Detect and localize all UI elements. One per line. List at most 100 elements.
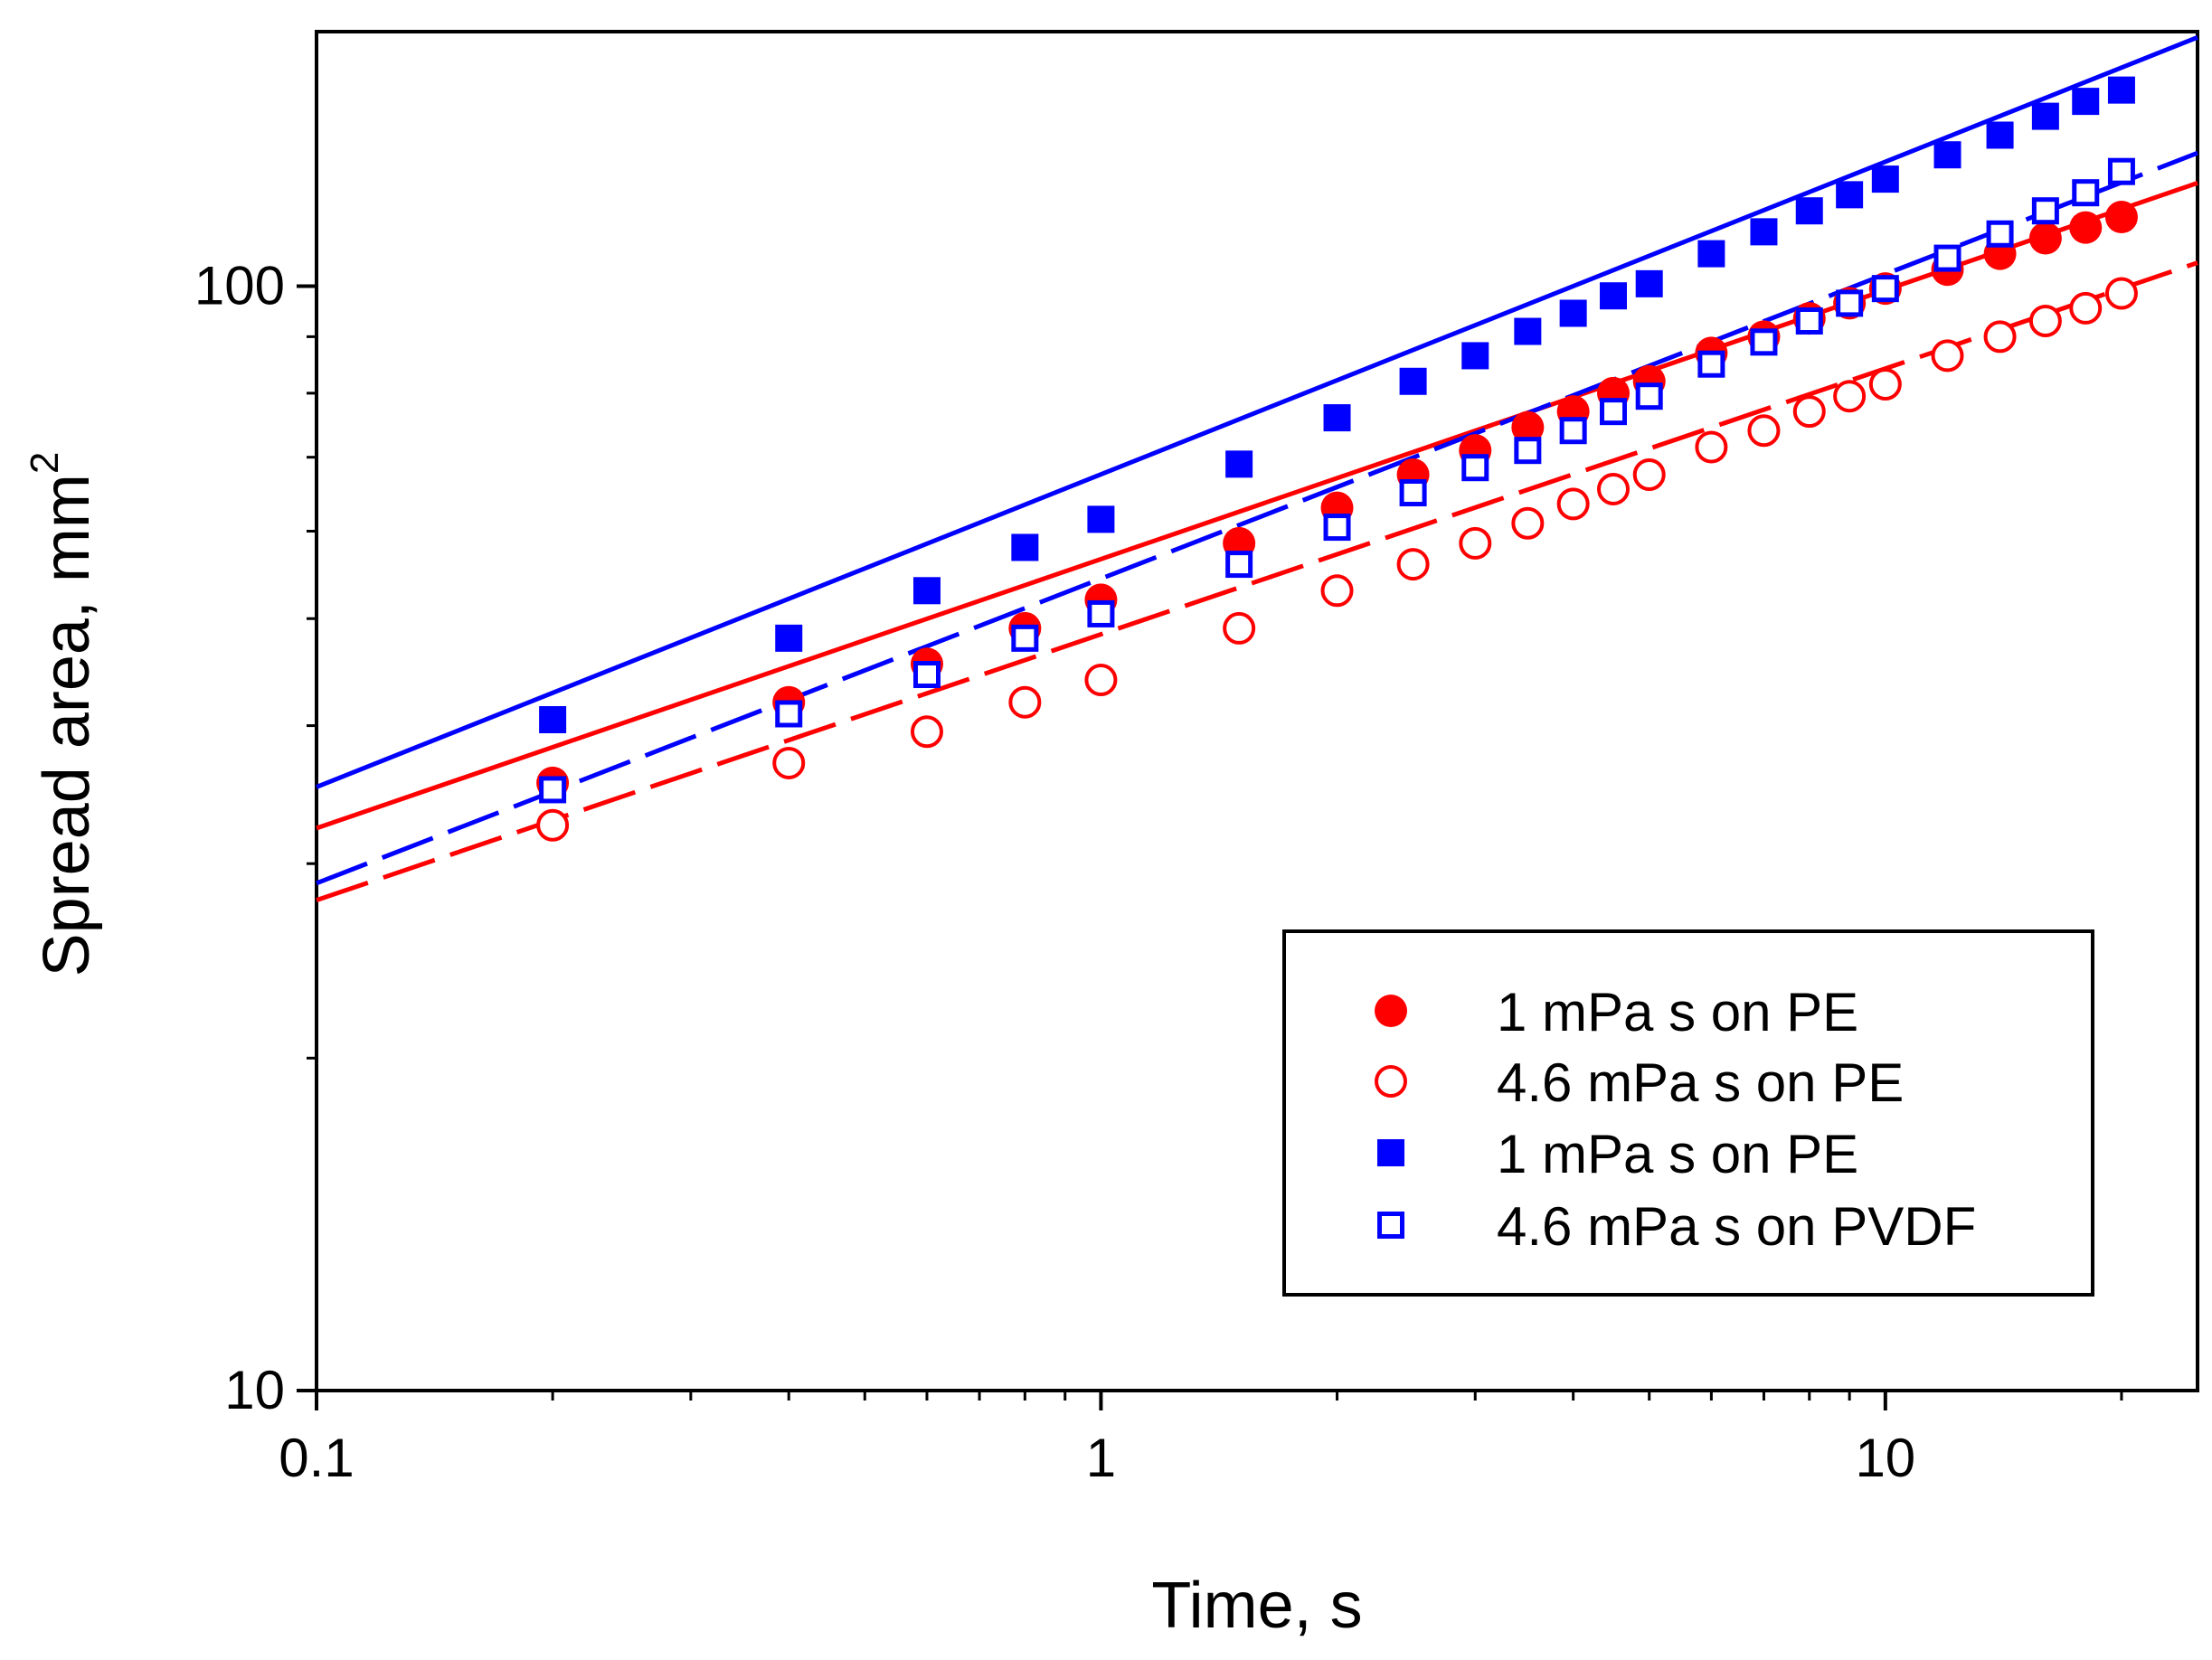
data-point-series-2: [1983, 320, 2017, 354]
fit-line-series-4: [316, 150, 2198, 886]
y-axis-label-text: Spread area, mm: [31, 474, 103, 976]
data-point-series-3: [1559, 299, 1587, 327]
data-point-series-3: [1011, 533, 1039, 561]
data-point-series-1: [2104, 201, 2138, 234]
data-point-series-2: [1396, 548, 1430, 581]
data-point-series-2: [910, 715, 943, 749]
data-point-series-2: [2104, 277, 2138, 310]
legend-marker: [1375, 1065, 1407, 1098]
data-point-series-3: [1750, 218, 1778, 246]
data-point-series-4: [1011, 624, 1039, 652]
legend-label: 1 mPa s on PE: [1497, 1124, 1858, 1184]
x-tick-label: 1: [1086, 1428, 1116, 1488]
fit-line-series-2: [316, 260, 2198, 902]
data-point-series-3: [2107, 76, 2135, 104]
data-point-series-3: [1514, 317, 1542, 345]
data-point-series-3: [1225, 450, 1253, 478]
data-point-series-2: [1459, 526, 1492, 560]
data-point-series-4: [1933, 244, 1961, 272]
data-point-series-2: [1695, 430, 1728, 464]
data-point-series-3: [775, 624, 803, 652]
data-point-series-3: [1933, 141, 1961, 169]
data-point-series-4: [1600, 398, 1628, 426]
data-point-series-4: [1323, 514, 1351, 542]
data-point-series-3: [1087, 505, 1115, 533]
data-point-series-2: [1833, 380, 1867, 413]
data-point-series-2: [1792, 395, 1826, 429]
y-axis-label: Spread area, mm2: [23, 452, 103, 977]
legend-label: 4.6 mPa s on PVDF: [1497, 1196, 1976, 1257]
legend-marker: [1377, 1139, 1404, 1166]
legend: 1 mPa s on PE 4.6 mPa s on PE 1 mPa s on P…: [1282, 929, 2094, 1297]
legend-marker: [1377, 1212, 1404, 1239]
legend-box: [1282, 929, 2094, 1297]
y-tick-label: 10: [224, 1360, 285, 1420]
data-point-series-4: [1697, 350, 1725, 378]
data-point-series-2: [1008, 685, 1042, 719]
data-point-series-3: [912, 577, 941, 605]
data-point-series-3: [2072, 88, 2100, 116]
data-point-series-4: [1750, 328, 1778, 356]
data-point-series-2: [1556, 487, 1590, 521]
legend-label: 4.6 mPa s on PE: [1497, 1052, 1904, 1113]
data-point-series-1: [2028, 222, 2062, 255]
data-point-series-3: [1871, 165, 1899, 193]
data-point-series-4: [1871, 275, 1899, 303]
data-point-series-3: [1399, 367, 1427, 395]
y-axis-label-superscript: 2: [23, 452, 67, 474]
data-point-series-4: [1795, 307, 1823, 335]
data-point-series-2: [1084, 664, 1118, 697]
data-point-series-2: [2069, 291, 2103, 325]
legend-entries: 1 mPa s on PE 4.6 mPa s on PE 1 mPa s on P…: [1375, 982, 1976, 1257]
data-point-series-3: [1461, 342, 1489, 370]
data-point-series-2: [1868, 368, 1902, 401]
x-axis-label: Time, s: [1151, 1570, 1362, 1642]
data-point-series-2: [1931, 339, 1964, 373]
data-point-series-4: [1836, 289, 1864, 317]
data-point-series-4: [2107, 157, 2135, 185]
data-point-series-4: [1087, 599, 1115, 627]
data-point-series-3: [539, 705, 567, 733]
data-point-series-3: [1986, 121, 2014, 149]
data-point-series-4: [539, 776, 567, 804]
data-point-series-1: [2069, 211, 2103, 244]
data-point-series-4: [1559, 417, 1587, 445]
data-point-series-2: [1597, 472, 1631, 505]
data-point-series-2: [1747, 414, 1781, 448]
data-markers: [536, 76, 2138, 842]
data-point-series-3: [1836, 181, 1864, 209]
data-point-series-4: [912, 661, 941, 689]
data-point-series-3: [1697, 240, 1725, 268]
data-point-series-3: [1795, 197, 1823, 225]
data-point-series-2: [1511, 506, 1545, 540]
axes: 0.1 1 10 10 100: [194, 255, 2123, 1488]
legend-marker: [1375, 995, 1407, 1027]
fit-line-series-3: [316, 34, 2198, 789]
data-point-series-3: [1323, 404, 1351, 432]
x-tick-label: 0.1: [279, 1428, 354, 1488]
data-point-series-4: [1461, 454, 1489, 482]
data-point-series-3: [1635, 269, 1663, 297]
data-point-series-3: [2031, 102, 2059, 130]
data-point-series-2: [772, 746, 806, 779]
plot-frame: [315, 30, 2199, 1392]
data-point-series-4: [775, 700, 803, 728]
y-tick-label: 100: [194, 255, 285, 316]
data-point-series-4: [1225, 551, 1253, 579]
legend-label: 1 mPa s on PE: [1497, 982, 1858, 1042]
fit-line-series-1: [316, 181, 2198, 831]
data-point-series-4: [2072, 179, 2100, 207]
data-point-series-3: [1600, 282, 1628, 310]
data-point-series-2: [2028, 304, 2062, 337]
data-point-series-4: [1635, 382, 1663, 410]
data-point-series-4: [1399, 479, 1427, 507]
fit-lines: [316, 34, 2198, 902]
x-tick-label: 10: [1855, 1428, 1915, 1488]
data-point-series-4: [2031, 197, 2059, 225]
data-point-series-4: [1514, 437, 1542, 465]
data-point-series-4: [1986, 220, 2014, 248]
data-point-series-2: [1632, 458, 1666, 492]
data-point-series-1: [1511, 410, 1545, 444]
data-point-series-2: [536, 808, 570, 842]
